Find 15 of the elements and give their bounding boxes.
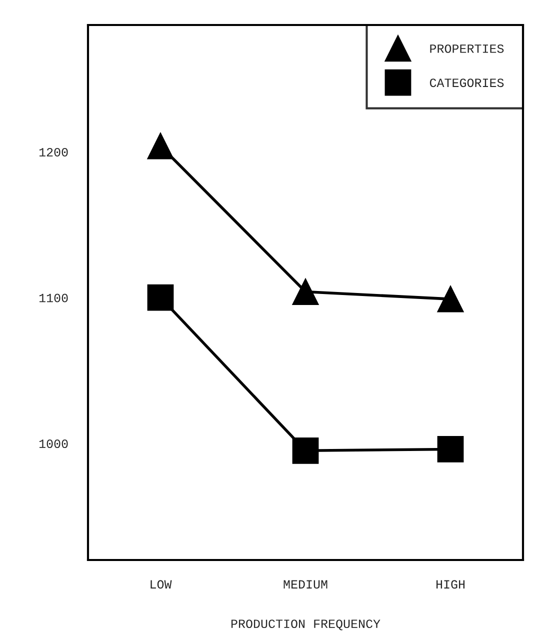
point	[292, 278, 319, 305]
x-tick-label: MEDIUM	[284, 580, 328, 589]
x-tick-label: LOW	[150, 580, 172, 589]
legend-label: PROPERTIES	[430, 44, 504, 53]
point	[147, 132, 174, 160]
y-tick-label: 1100	[39, 294, 68, 302]
legend-label: CATEGORIES	[430, 78, 504, 88]
point	[292, 437, 319, 464]
x-axis-title: PRODUCTION FREQUENCY	[231, 620, 380, 630]
x-tick-label: HIGH	[436, 580, 465, 589]
y-tick-label: 1200	[39, 148, 68, 156]
point	[437, 286, 464, 312]
y-tick-label: 1000	[39, 440, 68, 448]
point	[437, 436, 464, 462]
point	[147, 284, 174, 311]
